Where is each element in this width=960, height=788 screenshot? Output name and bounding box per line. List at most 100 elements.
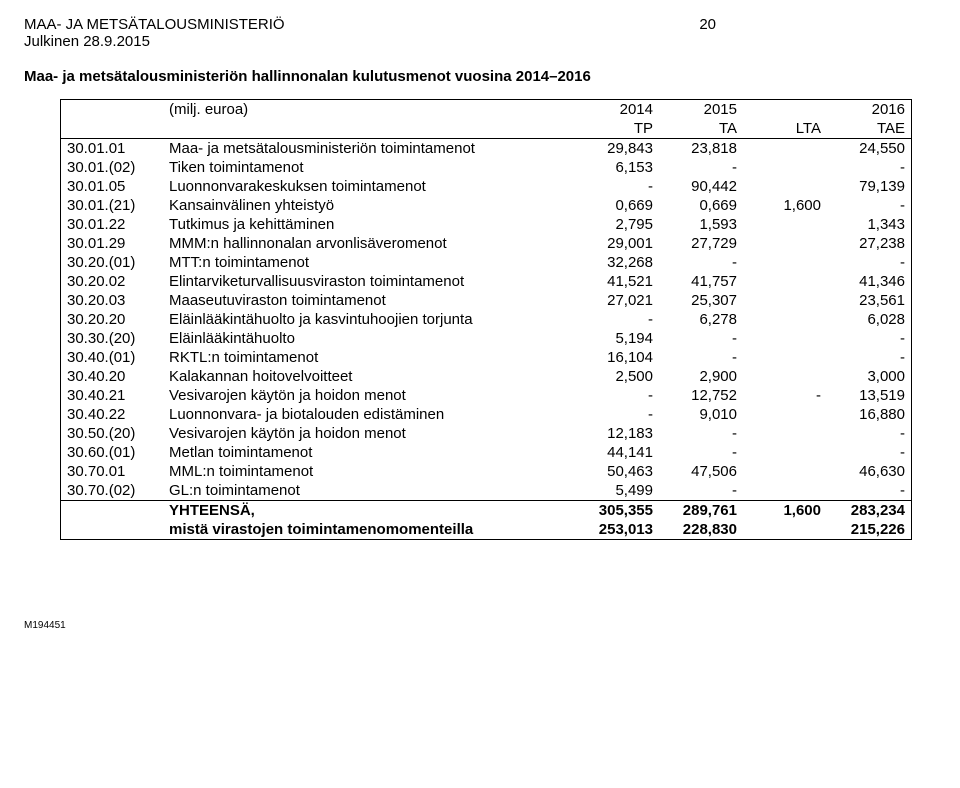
row-value: - (659, 158, 743, 177)
row-label: Elintarviketurvallisuusviraston toiminta… (163, 272, 575, 291)
table-row: 30.40.22Luonnonvara- ja biotalouden edis… (61, 405, 911, 424)
sub-col: LTA (743, 119, 827, 139)
row-value: - (575, 177, 659, 196)
row-label: RKTL:n toimintamenot (163, 348, 575, 367)
row-label: Kansainvälinen yhteistyö (163, 196, 575, 215)
row-code: 30.50.(20) (61, 424, 163, 443)
row-value: 50,463 (575, 462, 659, 481)
total-value: 1,600 (743, 501, 827, 521)
row-code: 30.01.05 (61, 177, 163, 196)
row-value (743, 177, 827, 196)
row-code: 30.60.(01) (61, 443, 163, 462)
row-value: 46,630 (827, 462, 911, 481)
year-col: 2015 (659, 100, 743, 119)
row-value: 1,593 (659, 215, 743, 234)
footer-id: M194451 (24, 620, 936, 631)
row-value: 41,521 (575, 272, 659, 291)
row-label: Maa- ja metsätalousministeriön toimintam… (163, 139, 575, 159)
row-value (743, 348, 827, 367)
row-code: 30.01.(21) (61, 196, 163, 215)
row-value: 16,880 (827, 405, 911, 424)
total-value: 289,761 (659, 501, 743, 521)
row-value (743, 424, 827, 443)
row-value: 27,729 (659, 234, 743, 253)
row-code: 30.40.22 (61, 405, 163, 424)
page-number: 20 (699, 16, 936, 50)
row-value (743, 329, 827, 348)
row-value: 32,268 (575, 253, 659, 272)
table-total-row: YHTEENSÄ,305,355289,7611,600283,234 (61, 501, 911, 521)
row-value: 2,900 (659, 367, 743, 386)
row-label: Luonnonvara- ja biotalouden edistäminen (163, 405, 575, 424)
row-value: 5,194 (575, 329, 659, 348)
row-value: 12,183 (575, 424, 659, 443)
row-value: 13,519 (827, 386, 911, 405)
row-value: 1,343 (827, 215, 911, 234)
unit-label: (milj. euroa) (163, 100, 575, 119)
year-col: 2016 (827, 100, 911, 119)
row-value: - (575, 405, 659, 424)
row-value: 23,818 (659, 139, 743, 159)
row-value: - (659, 481, 743, 501)
row-value: - (659, 424, 743, 443)
row-label: MMM:n hallinnonalan arvonlisäveromenot (163, 234, 575, 253)
table-row: 30.70.(02)GL:n toimintamenot5,499-- (61, 481, 911, 501)
table-row: 30.01.(21)Kansainvälinen yhteistyö0,6690… (61, 196, 911, 215)
row-value: 41,346 (827, 272, 911, 291)
ministry-name: MAA- JA METSÄTALOUSMINISTERIÖ (24, 16, 285, 33)
public-date: Julkinen 28.9.2015 (24, 33, 285, 50)
row-value: - (827, 158, 911, 177)
row-value: 24,550 (827, 139, 911, 159)
row-value (743, 272, 827, 291)
row-code: 30.70.(02) (61, 481, 163, 501)
row-label: Tutkimus ja kehittäminen (163, 215, 575, 234)
row-code: 30.40.20 (61, 367, 163, 386)
row-value: 41,757 (659, 272, 743, 291)
table-row: 30.40.(01)RKTL:n toimintamenot16,104-- (61, 348, 911, 367)
row-code: 30.20.02 (61, 272, 163, 291)
row-value: - (827, 196, 911, 215)
table-row: 30.40.20Kalakannan hoitovelvoitteet2,500… (61, 367, 911, 386)
row-value (743, 443, 827, 462)
year-col (743, 100, 827, 119)
table-header-years: (milj. euroa) 2014 2015 2016 (61, 100, 911, 119)
budget-table: (milj. euroa) 2014 2015 2016 TP TA LTA T… (60, 99, 912, 540)
table-row: 30.01.29MMM:n hallinnonalan arvonlisäver… (61, 234, 911, 253)
row-value: 16,104 (575, 348, 659, 367)
row-value: 2,795 (575, 215, 659, 234)
row-code: 30.01.(02) (61, 158, 163, 177)
row-value: - (827, 329, 911, 348)
row-value: - (827, 253, 911, 272)
row-value: 6,028 (827, 310, 911, 329)
row-code: 30.20.03 (61, 291, 163, 310)
row-value: 44,141 (575, 443, 659, 462)
total-value: 228,830 (659, 520, 743, 539)
row-value: - (827, 443, 911, 462)
row-label: MTT:n toimintamenot (163, 253, 575, 272)
row-value: 23,561 (827, 291, 911, 310)
row-code: 30.20.(01) (61, 253, 163, 272)
row-value (743, 310, 827, 329)
table-row: 30.30.(20)Eläinlääkintähuolto5,194-- (61, 329, 911, 348)
row-code: 30.01.01 (61, 139, 163, 159)
table-row: 30.60.(01)Metlan toimintamenot44,141-- (61, 443, 911, 462)
row-value: 25,307 (659, 291, 743, 310)
row-value: - (659, 329, 743, 348)
table-row: 30.20.(01)MTT:n toimintamenot32,268-- (61, 253, 911, 272)
row-value (743, 139, 827, 159)
row-label: Tiken toimintamenot (163, 158, 575, 177)
total-label: YHTEENSÄ, (163, 501, 575, 521)
total-value: 305,355 (575, 501, 659, 521)
row-code: 30.70.01 (61, 462, 163, 481)
year-col: 2014 (575, 100, 659, 119)
row-label: Maaseutuviraston toimintamenot (163, 291, 575, 310)
table-row: 30.01.22Tutkimus ja kehittäminen2,7951,5… (61, 215, 911, 234)
row-label: GL:n toimintamenot (163, 481, 575, 501)
row-value (743, 405, 827, 424)
row-value: - (743, 386, 827, 405)
row-value (743, 367, 827, 386)
table-row: 30.50.(20)Vesivarojen käytön ja hoidon m… (61, 424, 911, 443)
row-label: Vesivarojen käytön ja hoidon menot (163, 386, 575, 405)
row-label: Eläinlääkintähuolto ja kasvintuhoojien t… (163, 310, 575, 329)
row-code: 30.30.(20) (61, 329, 163, 348)
